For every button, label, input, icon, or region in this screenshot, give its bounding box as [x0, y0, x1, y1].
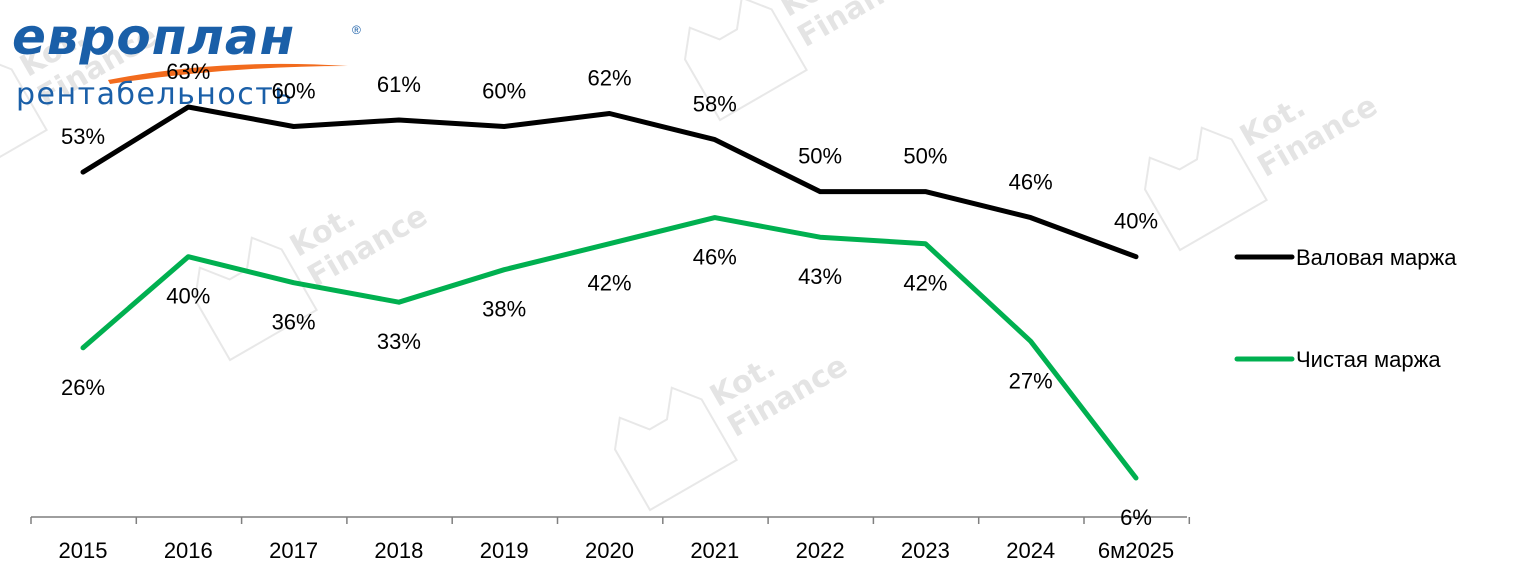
data-label-gross-margin: 53% — [61, 124, 105, 149]
brand-logo-text: европлан — [12, 8, 295, 66]
watermark-cat-icon — [1143, 126, 1268, 252]
series-line-gross-margin — [80, 104, 1139, 260]
x-tick-label: 2024 — [1006, 538, 1055, 563]
data-label-net-margin: 46% — [693, 245, 737, 270]
x-tick-label: 2017 — [269, 538, 318, 563]
brand-swoosh — [108, 63, 348, 84]
x-tick-label: 2022 — [796, 538, 845, 563]
watermark-cat-icon — [0, 56, 48, 182]
watermark: Kot.Finance — [1143, 88, 1383, 252]
legend-label-gross-margin: Валовая маржа — [1296, 245, 1457, 270]
x-tick-label: 6м2025 — [1098, 538, 1174, 563]
data-label-net-margin: 43% — [798, 264, 842, 289]
watermark-cat-icon — [683, 0, 808, 122]
series-line-net-margin — [80, 215, 1139, 481]
data-label-gross-margin: 50% — [903, 144, 947, 169]
data-label-gross-margin: 62% — [587, 66, 631, 91]
data-label-net-margin: 38% — [482, 297, 526, 322]
chart-title: рентабельность — [16, 77, 293, 112]
data-label-gross-margin: 46% — [1009, 170, 1053, 195]
x-tick-label: 2021 — [690, 538, 739, 563]
data-label-gross-margin: 50% — [798, 144, 842, 169]
data-label-gross-margin: 60% — [482, 79, 526, 104]
watermark: Kot.Finance — [613, 348, 853, 512]
x-tick-label: 2019 — [480, 538, 529, 563]
data-label-net-margin: 42% — [903, 271, 947, 296]
data-label-gross-margin: 63% — [166, 59, 210, 84]
data-label-net-margin: 26% — [61, 375, 105, 400]
data-label-net-margin: 36% — [272, 310, 316, 335]
legend-label-net-margin: Чистая маржа — [1296, 347, 1441, 372]
series-layer — [80, 104, 1139, 481]
data-label-gross-margin: 40% — [1114, 209, 1158, 234]
x-tick-label: 2020 — [585, 538, 634, 563]
x-tick-label: 2016 — [164, 538, 213, 563]
data-labels: 53% 63% 60% 61% 60% 62% 58% 50% 50% 46% 40% 26% 40% 3… — [61, 59, 1158, 530]
x-axis: 2015 2016 2017 2018 2019 2020 2021 2022 2023 2024… — [30, 516, 1191, 563]
data-label-net-margin: 33% — [377, 329, 421, 354]
data-label-net-margin: 42% — [587, 271, 631, 296]
data-label-net-margin: 27% — [1009, 368, 1053, 393]
data-label-net-margin: 40% — [166, 284, 210, 309]
data-label-gross-margin: 60% — [272, 79, 316, 104]
data-label-net-margin: 6% — [1120, 505, 1152, 530]
brand-logo: европлан ® рентабельность — [12, 8, 361, 112]
watermark-cat-icon — [613, 386, 738, 512]
data-label-gross-margin: 61% — [377, 72, 421, 97]
x-tick-label: 2018 — [374, 538, 423, 563]
data-label-gross-margin: 58% — [693, 92, 737, 117]
legend: Валовая маржа Чистая маржа — [1234, 245, 1457, 372]
x-tick-label: 2015 — [59, 538, 108, 563]
brand-registered-mark: ® — [352, 23, 361, 37]
x-tick-label: 2023 — [901, 538, 950, 563]
